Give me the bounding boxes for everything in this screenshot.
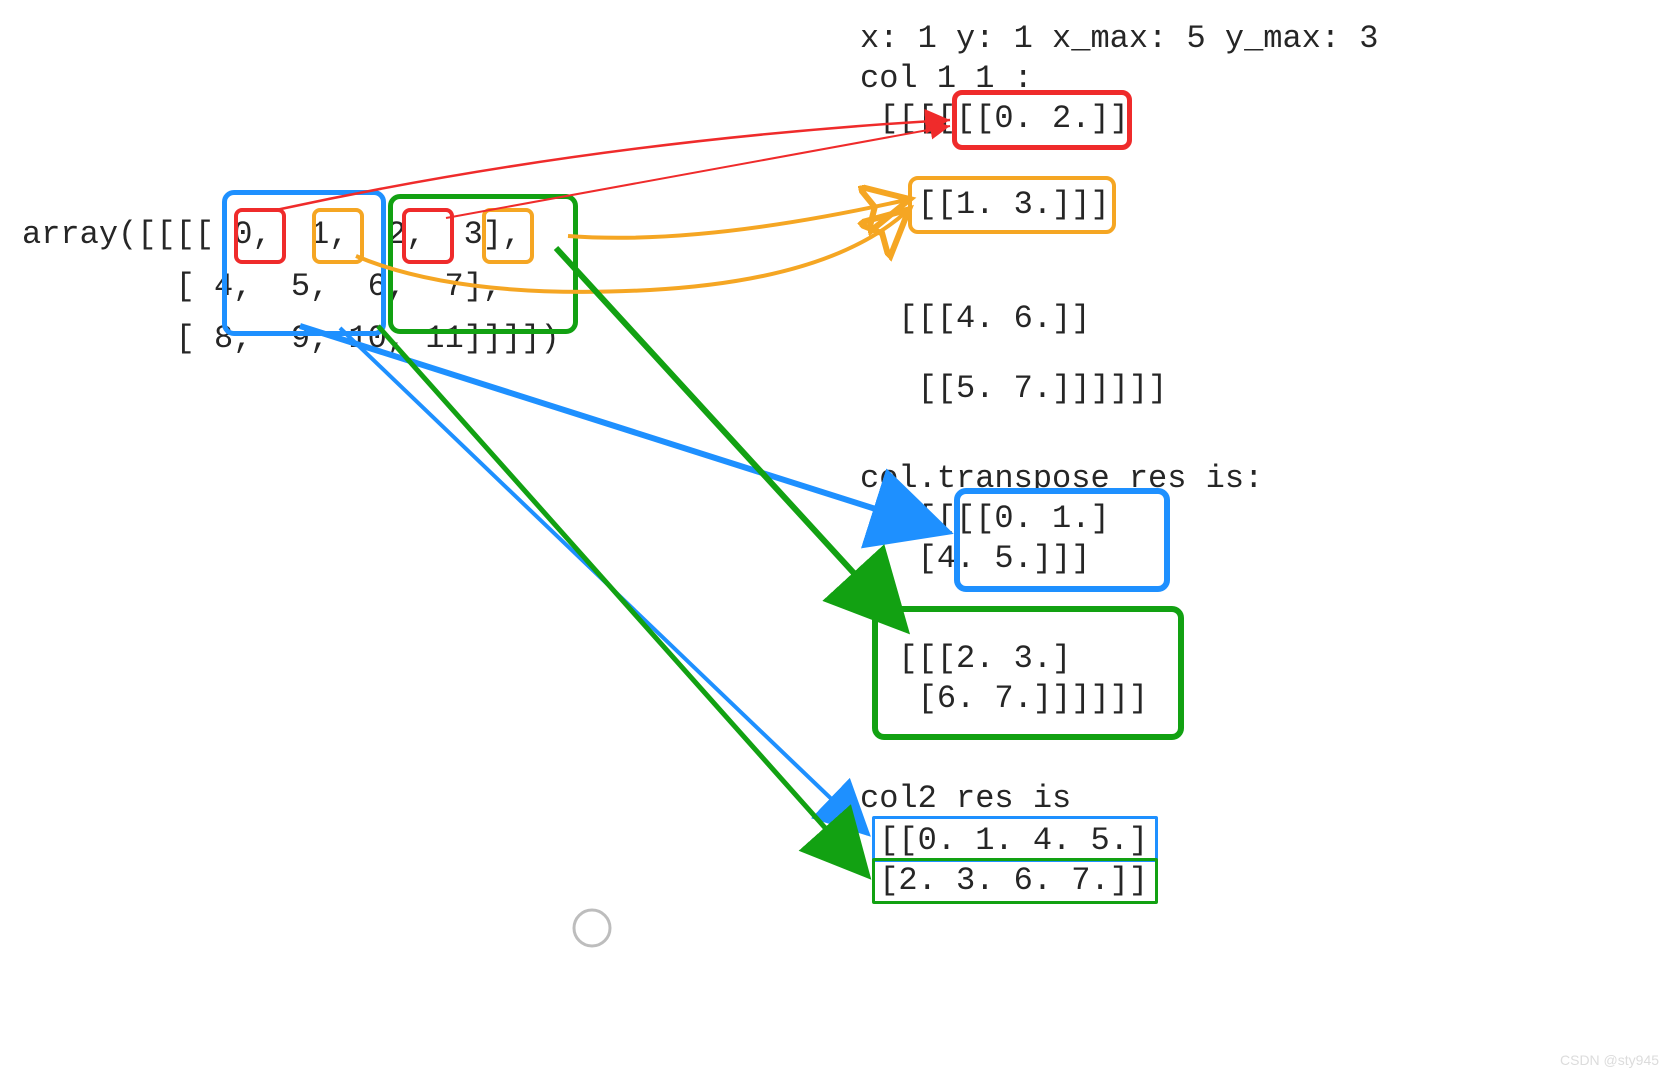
right-red-box	[952, 90, 1132, 150]
left-orange-box-3	[482, 208, 534, 264]
left-red-box-0	[234, 208, 286, 264]
arrows-overlay	[0, 0, 1668, 1069]
col-row-3: [[[4. 6.]]	[860, 300, 1090, 337]
header-line: x: 1 y: 1 x_max: 5 y_max: 3	[860, 20, 1378, 57]
arrow-green-bot	[378, 326, 868, 876]
left-orange-box-1	[312, 208, 364, 264]
watermark: CSDN @sty945	[1560, 1052, 1659, 1068]
arrow-blue-bot	[340, 328, 868, 834]
right-green-box	[872, 606, 1184, 740]
col2-label: col2 res is	[860, 780, 1071, 817]
col-row-4: [[5. 7.]]]]]]	[860, 370, 1167, 407]
gray-circle-icon	[574, 910, 610, 946]
right-blue-box	[954, 488, 1170, 592]
left-red-box-2	[402, 208, 454, 264]
arrow-green-mid	[556, 248, 906, 630]
right-green-thin-box	[872, 858, 1158, 904]
right-orange-box	[908, 176, 1116, 234]
arrow-orange-2	[568, 200, 906, 238]
right-blue-thin-box	[872, 816, 1158, 862]
